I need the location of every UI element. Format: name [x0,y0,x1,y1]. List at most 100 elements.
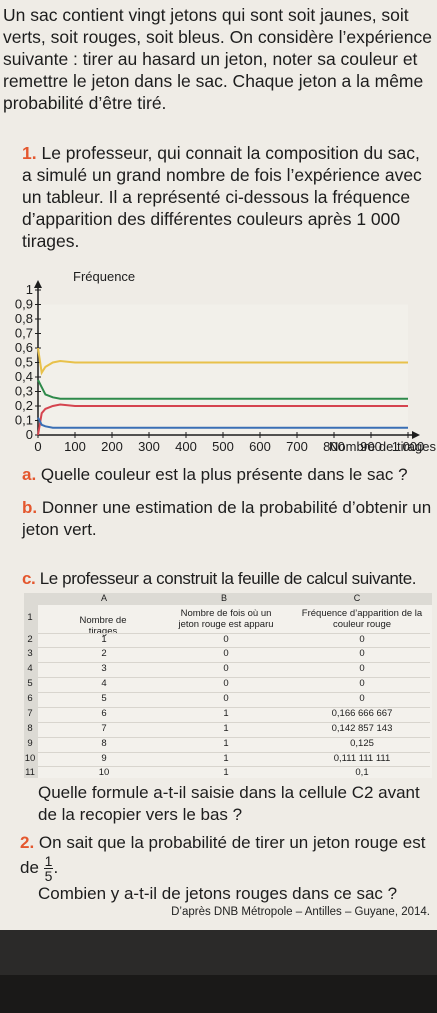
sheet-cell-b[interactable]: 0 [223,663,229,674]
sheet-cell-b[interactable]: 1 [223,753,229,764]
spreadsheet-column-headers: A B C [24,593,432,605]
question-1: 1. Le professeur, qui connait la composi… [22,142,434,252]
sheet-cell-a[interactable]: 2 [101,648,107,659]
sheet-cell-b[interactable]: 0 [223,648,229,659]
sheet-cell-c[interactable]: 0,166 666 667 [331,708,393,719]
column-a-header[interactable]: A [100,593,107,603]
header-cell-b1[interactable]: Nombre de fois où un jeton rouge est app… [178,608,274,630]
question-1b: b. Donner une estimation de la probabili… [22,497,432,541]
sheet-cell-b[interactable]: 1 [223,708,229,719]
x-tick-label: 400 [175,439,197,454]
sheet-cell-c[interactable]: 0 [359,678,365,689]
sheet-cell-a[interactable]: 5 [101,693,107,704]
column-b-header[interactable]: B [220,593,227,603]
row-divider [38,737,430,738]
y-tick-label: 0,5 [15,355,33,370]
y-axis-label: Fréquence [73,269,135,284]
sheet-cell-c[interactable]: 0,125 [350,738,374,749]
row-number[interactable]: 9 [27,738,33,749]
sheet-cell-a[interactable]: 1 [101,634,107,645]
sheet-cell-c[interactable]: 0 [359,693,365,704]
x-tick-label: 100 [64,439,86,454]
row-divider [38,766,430,767]
background-table [0,975,437,1013]
row-number[interactable]: 8 [27,723,33,734]
sheet-cell-a[interactable]: 9 [101,753,107,764]
question-1c-text: Le professeur a construit la feuille de … [39,569,417,588]
x-tick-label: 1 000 [392,439,425,454]
question-1-number: 1. [22,143,37,163]
y-tick-label: 0,3 [15,384,33,399]
row-divider [38,633,430,634]
question-1a-letter: a. [22,465,37,484]
spreadsheet-row-header-bar [24,605,38,778]
sheet-cell-b[interactable]: 1 [223,767,229,778]
y-tick-label: 0,2 [15,398,33,413]
row-number[interactable]: 4 [27,663,33,674]
sheet-cell-b[interactable]: 0 [223,634,229,645]
question-1a: a. Quelle couleur est la plus présente d… [22,464,432,486]
fraction-denominator: 5 [44,868,53,884]
row-number[interactable]: 7 [27,708,33,719]
y-tick-label: 0,9 [15,297,33,312]
sheet-cell-a[interactable]: 3 [101,663,107,674]
row-number[interactable]: 6 [27,693,33,704]
row-number[interactable]: 1 [27,612,33,623]
question-1-text: Le professeur, qui connait la compositio… [22,143,422,251]
column-c-header[interactable]: C [353,593,361,603]
y-tick-label: 0,6 [15,340,33,355]
sheet-cell-c[interactable]: 0 [359,663,365,674]
sheet-cell-c[interactable]: 0,1 [355,767,369,778]
fraction-one-fifth: 1 5 [43,854,54,884]
question-1a-text: Quelle couleur est la plus présente dans… [40,465,408,484]
sheet-cell-a[interactable]: 7 [101,723,107,734]
y-tick-label: 0,7 [15,326,33,341]
sheet-cell-a[interactable]: 10 [98,767,110,778]
row-number[interactable]: 3 [27,648,33,659]
intro-text: Un sac contient vingt jetons qui sont so… [3,5,432,113]
series-line-1 [37,379,408,400]
row-number[interactable]: 2 [27,634,33,645]
header-cell-c1[interactable]: Fréquence d’apparition de la couleur rou… [301,608,423,630]
row-divider [38,722,430,723]
y-tick-label: 0,8 [15,311,33,326]
y-axis-arrow-icon [34,280,42,288]
sheet-cell-a[interactable]: 4 [101,678,107,689]
sheet-cell-c[interactable]: 0,142 857 143 [331,723,393,734]
y-tick-label: 1 [26,282,33,297]
question-1b-letter: b. [22,498,38,517]
exercise-page: Un sac contient vingt jetons qui sont so… [3,5,437,918]
row-divider [38,692,430,693]
row-number[interactable]: 10 [24,753,36,764]
sheet-cell-b[interactable]: 0 [223,678,229,689]
question-2-number: 2. [20,833,35,852]
header-cell-a1[interactable]: Nombre de tirages [79,615,127,637]
x-axis-label: Nombre de tirages [329,439,436,454]
sheet-cell-b[interactable]: 1 [223,723,229,734]
x-tick-label: 0 [34,439,41,454]
row-number[interactable]: 11 [25,767,35,778]
x-tick-label: 600 [249,439,271,454]
sheet-cell-b[interactable]: 0 [223,693,229,704]
spreadsheet: A B C 1 2 3 4 5 6 7 8 9 10 11 Nombre de tirages No… [24,593,432,778]
question-2-question: Combien y a-t-il de jetons rouges dans c… [38,884,398,903]
sheet-cell-c[interactable]: 0 [359,648,365,659]
row-divider [38,662,430,663]
plot-area [38,304,408,435]
series-line-0 [37,347,408,376]
sheet-cell-c[interactable]: 0,111 111 111 [333,753,391,764]
question-2: 2. On sait que la probabilité de tirer u… [20,832,434,883]
sheet-cell-a[interactable]: 6 [101,708,107,719]
x-tick-label: 300 [138,439,160,454]
frequency-chart: Fréquence Nombre de tirages 00,10,20,30,… [15,269,437,454]
question-1c: c. Le professeur a construit la feuille … [22,568,432,590]
sheet-cell-b[interactable]: 1 [223,738,229,749]
series-line-3 [37,417,408,429]
x-tick-label: 200 [101,439,123,454]
x-axis-arrow-icon [412,431,420,439]
row-number[interactable]: 5 [27,678,33,689]
sheet-cell-c[interactable]: 0 [359,634,365,645]
source-citation: D’après DNB Métropole – Antilles – Guyan… [171,906,430,918]
row-divider [38,707,430,708]
sheet-cell-a[interactable]: 8 [101,738,107,749]
